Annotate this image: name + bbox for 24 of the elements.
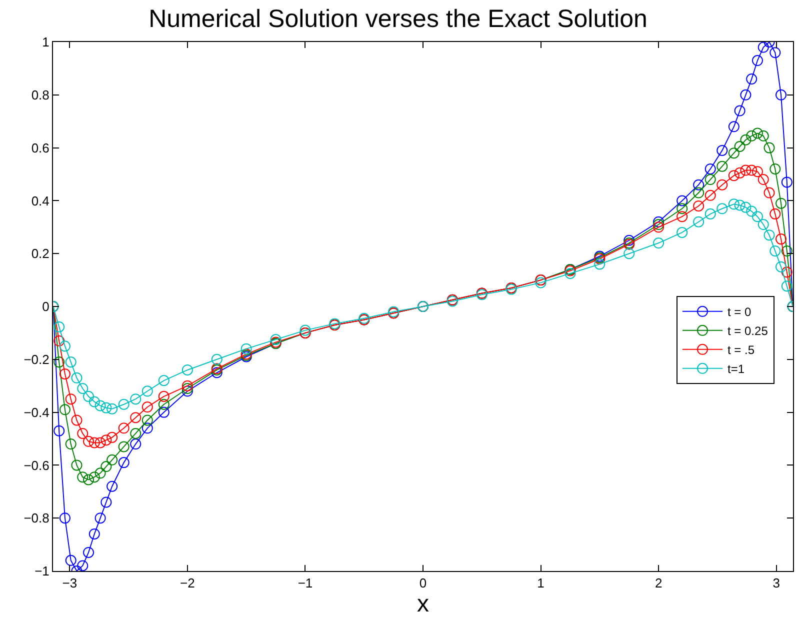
x-tick-label: 3 [772,576,780,591]
y-tick-label: 0.2 [31,246,50,262]
x-axis-title: x [417,590,429,618]
y-tick-label: 0.6 [31,140,50,156]
y-tick-label: 0 [42,299,50,314]
y-tick-label: 0.4 [31,193,50,208]
x-tick-label: 1 [537,576,544,591]
y-tick-label: −0.4 [24,404,50,420]
legend-label: t = 0 [728,305,752,320]
x-tick-label: −2 [180,576,195,591]
y-tick-label: −0.2 [24,352,50,367]
y-tick-label: −0.8 [24,510,50,526]
y-tick-label: −0.6 [24,458,50,473]
legend-label: t=1 [728,362,745,376]
chart-title: Numerical Solution verses the Exact Solution [148,4,648,33]
y-tick-label: −1 [34,564,50,579]
x-tick-label: −1 [298,576,313,591]
y-tick-label: 0.8 [31,87,50,102]
legend-label: t = .5 [728,343,755,358]
y-tick-label: 1 [42,34,50,50]
x-tick-label: 2 [654,576,662,591]
legend-label: t = 0.25 [728,324,768,338]
x-tick-label: −3 [62,576,78,591]
x-tick-label: 0 [419,576,427,591]
